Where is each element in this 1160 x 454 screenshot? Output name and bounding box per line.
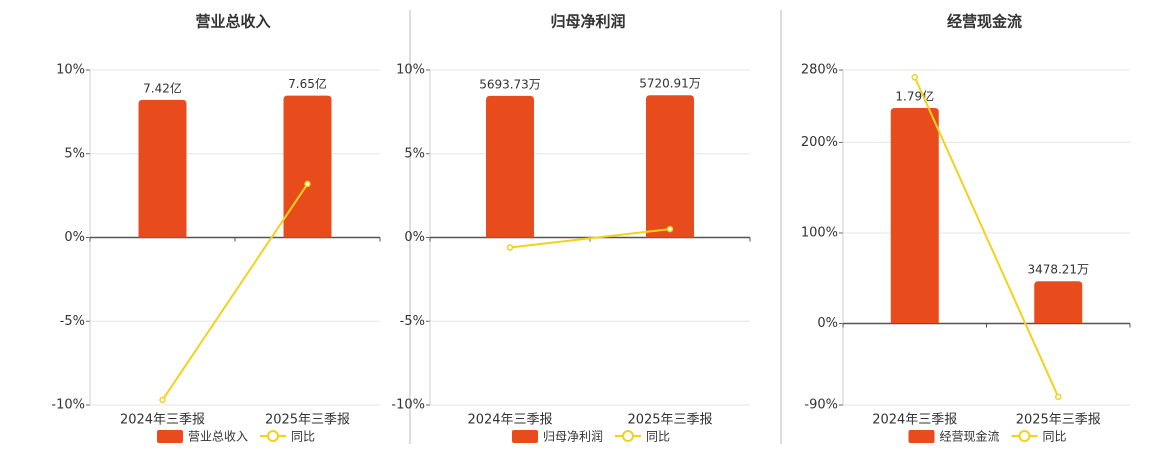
- chart-title: 归母净利润: [550, 13, 625, 31]
- bar-value-label: 7.42亿: [143, 80, 182, 95]
- x-tick-label: 2024年三季报: [120, 413, 205, 428]
- y-tick-label: 200%: [801, 135, 838, 150]
- legend-label: 同比: [1043, 430, 1067, 444]
- legend-label: 营业总收入: [188, 430, 248, 444]
- x-tick-label: 2024年三季报: [872, 413, 957, 428]
- x-tick-label: 2024年三季报: [467, 413, 552, 428]
- bar: [890, 108, 939, 324]
- y-tick-label: -5%: [60, 314, 85, 329]
- bar-value-label: 1.79亿: [895, 89, 934, 104]
- legend-swatch: [512, 430, 538, 443]
- y-tick-label: 10%: [56, 63, 85, 78]
- yoy-line: [913, 76, 1060, 398]
- y-tick-label: -10%: [51, 398, 85, 413]
- chart-title: 营业总收入: [195, 13, 270, 31]
- bar-value-label: 3478.21万: [1027, 263, 1089, 277]
- y-tick-label: 5%: [404, 146, 425, 161]
- legend-swatch: [908, 430, 935, 443]
- legend-point: [1018, 430, 1031, 442]
- yoy-line: [161, 183, 309, 401]
- y-tick-label: -5%: [400, 314, 425, 329]
- legend-label: 归母净利润: [543, 430, 603, 444]
- legend-label: 经营现金流: [940, 429, 1000, 444]
- x-tick-label: 2025年三季报: [265, 413, 350, 428]
- bar-value-label: 5720.91万: [639, 77, 701, 91]
- y-tick-label: 100%: [801, 225, 838, 240]
- bar: [1034, 281, 1083, 324]
- bar: [486, 95, 534, 238]
- legend-point: [622, 430, 634, 442]
- y-tick-label: 0%: [817, 316, 838, 331]
- y-tick-label: 0%: [64, 230, 85, 245]
- bar-value-label: 7.65亿: [288, 76, 327, 91]
- yoy-point: [1055, 393, 1062, 401]
- chart-title: 经营现金流: [947, 13, 1022, 31]
- yoy-point: [666, 225, 674, 233]
- y-tick-label: -90%: [804, 398, 838, 413]
- bar: [646, 95, 694, 238]
- x-tick-label: 2025年三季报: [627, 413, 712, 428]
- y-tick-label: 10%: [396, 63, 425, 78]
- legend-label: 同比: [291, 430, 315, 444]
- yoy-point: [506, 244, 514, 251]
- yoy-point: [911, 73, 918, 81]
- legend-point: [267, 430, 279, 442]
- yoy-line: [509, 228, 671, 249]
- y-tick-label: 5%: [64, 146, 85, 161]
- legend-swatch: [157, 430, 183, 443]
- yoy-point: [304, 180, 311, 188]
- yoy-point: [159, 396, 166, 404]
- x-tick-label: 2025年三季报: [1016, 413, 1101, 428]
- bar-value-label: 5693.73万: [479, 77, 541, 91]
- y-tick-label: -10%: [391, 398, 425, 413]
- y-tick-label: 280%: [801, 63, 838, 78]
- bar: [283, 95, 332, 238]
- y-tick-label: 0%: [404, 230, 425, 245]
- bar: [138, 99, 187, 238]
- legend-label: 同比: [646, 430, 670, 444]
